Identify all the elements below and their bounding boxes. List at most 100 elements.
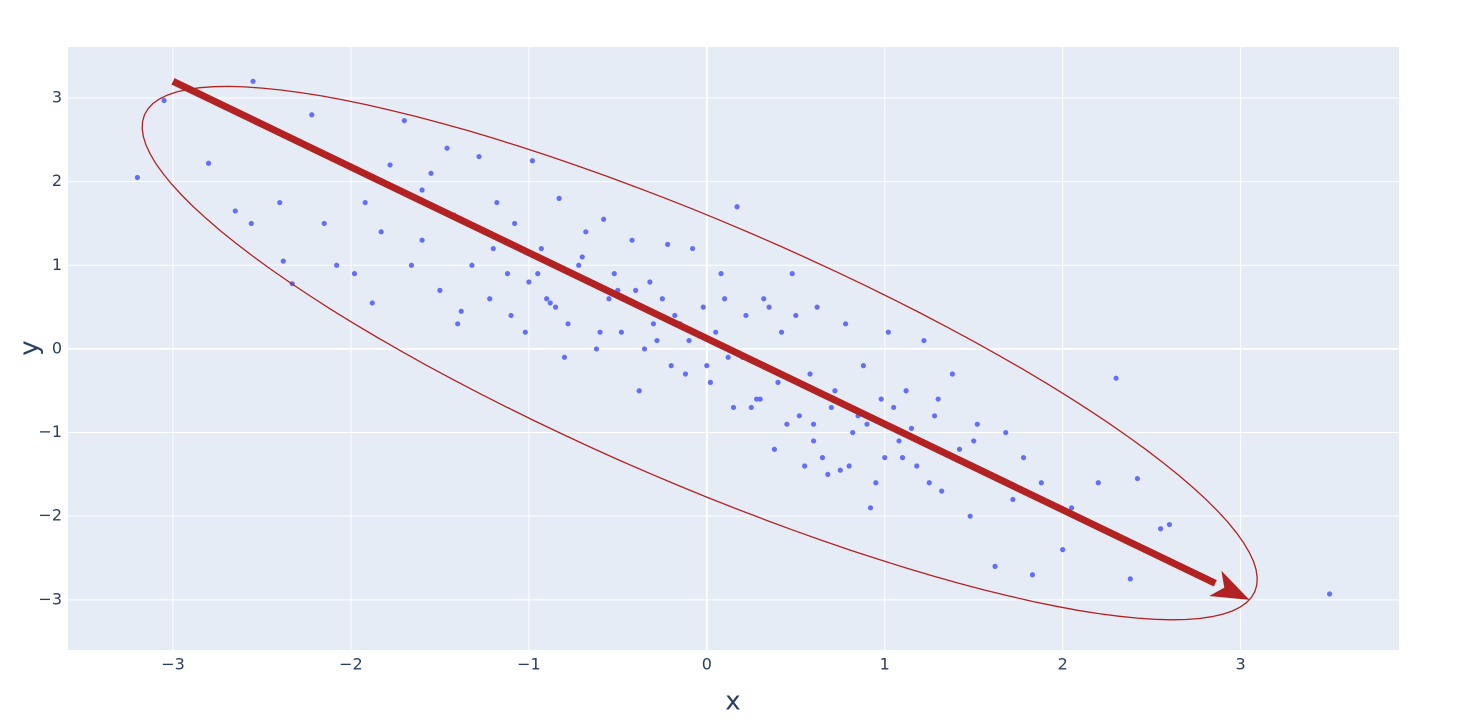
point (437, 287, 443, 293)
point (935, 396, 941, 402)
point (828, 404, 834, 411)
point (277, 199, 283, 206)
point (134, 174, 140, 181)
point (659, 296, 665, 302)
point (561, 354, 568, 360)
point (526, 279, 532, 285)
x-tick-label: −3 (161, 655, 185, 674)
point (419, 187, 425, 193)
y-tick-label: −1 (38, 422, 62, 441)
point (796, 413, 802, 419)
point (309, 112, 315, 118)
point (232, 208, 238, 214)
point (949, 371, 955, 377)
point (1327, 591, 1333, 597)
point (882, 455, 888, 461)
point (672, 312, 678, 319)
point (161, 97, 167, 104)
point (707, 379, 713, 385)
x-tick-label: 2 (1058, 655, 1068, 674)
point (725, 354, 731, 360)
point (974, 421, 980, 427)
point (1113, 375, 1119, 381)
point (618, 329, 624, 335)
point (867, 505, 874, 511)
point (843, 321, 849, 327)
point (552, 304, 559, 310)
point (689, 245, 696, 252)
point (704, 363, 710, 369)
point (748, 404, 754, 411)
point (606, 296, 612, 302)
point (1029, 572, 1036, 578)
point (250, 78, 256, 84)
point (718, 271, 724, 277)
point (408, 262, 415, 268)
point (647, 279, 653, 285)
x-tick-label: 0 (702, 655, 712, 674)
point (428, 170, 434, 176)
point (956, 446, 963, 452)
point (1095, 480, 1101, 486)
point (837, 467, 843, 473)
y-axis-title: y (15, 340, 45, 355)
y-tick-label: 1 (52, 255, 62, 274)
point (1010, 496, 1016, 503)
point (771, 446, 778, 452)
point (1127, 576, 1133, 582)
y-tick-label: 2 (52, 171, 62, 190)
ellipse (141, 85, 1258, 621)
point (1003, 429, 1009, 436)
point (248, 220, 254, 227)
x-tick-label: 1 (880, 655, 890, 674)
point (487, 296, 493, 302)
point (931, 413, 938, 419)
point (321, 220, 327, 227)
point (903, 388, 909, 394)
point (1060, 547, 1066, 553)
point (1166, 521, 1173, 528)
point (455, 321, 461, 327)
point (1068, 505, 1075, 511)
point (1134, 475, 1141, 482)
point (757, 396, 763, 402)
y-tick-label: −2 (38, 506, 62, 525)
point (494, 199, 500, 206)
point (476, 153, 482, 160)
point (334, 262, 340, 268)
point (926, 480, 932, 486)
x-tick-label: −2 (339, 655, 363, 674)
point (401, 117, 407, 124)
point (766, 304, 772, 310)
arrow-shaft (171, 78, 1217, 587)
point (597, 329, 603, 335)
point (629, 237, 635, 243)
point (512, 220, 518, 227)
point (419, 237, 425, 243)
point (650, 321, 657, 327)
point (556, 195, 562, 201)
point (810, 438, 817, 444)
x-tick-label: −1 (517, 655, 541, 674)
point (508, 312, 514, 319)
point (896, 438, 902, 444)
point (754, 396, 760, 402)
point (730, 404, 737, 411)
point (743, 312, 749, 319)
point (802, 463, 808, 469)
point (641, 346, 648, 352)
point (873, 480, 879, 486)
point (864, 421, 870, 427)
point (387, 162, 393, 168)
point (1157, 526, 1164, 532)
x-axis-title: x (725, 687, 740, 717)
point (789, 271, 795, 277)
point (814, 304, 820, 310)
point (832, 388, 838, 394)
point (860, 363, 866, 369)
point (611, 271, 617, 277)
point (899, 455, 906, 461)
point (665, 241, 671, 247)
point (529, 158, 536, 164)
